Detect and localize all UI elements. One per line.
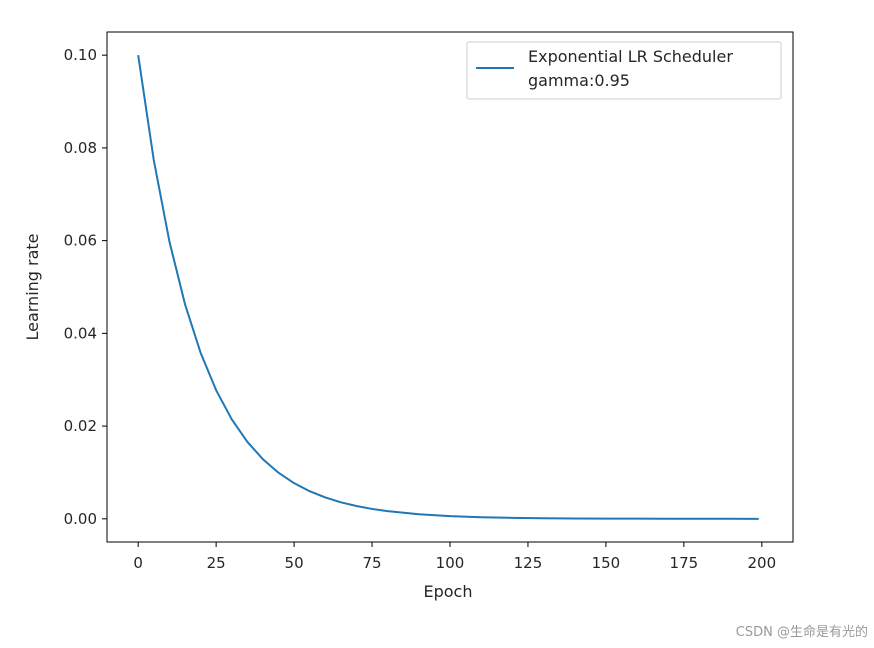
x-tick-label: 0	[133, 554, 143, 572]
y-tick-label: 0.04	[64, 324, 97, 342]
x-tick-label: 25	[207, 554, 226, 572]
y-tick-label: 0.00	[64, 510, 97, 528]
legend-entry-gamma: gamma:0.95	[528, 71, 630, 90]
plot-frame	[106, 31, 794, 543]
x-axis: 0 25 50 75 100 125 150 175 200	[133, 542, 776, 572]
series-line-exponential-lr	[137, 55, 759, 520]
y-tick-label: 0.06	[64, 232, 97, 250]
y-tick-label: 0.02	[64, 417, 97, 435]
y-axis-label: Learning rate	[23, 233, 42, 340]
watermark: CSDN @生命是有光的	[735, 625, 868, 640]
x-tick-label: 50	[285, 554, 304, 572]
x-tick-label: 150	[592, 554, 621, 572]
x-tick-label: 100	[436, 554, 465, 572]
y-tick-label: 0.08	[64, 139, 97, 157]
legend-entry-name: Exponential LR Scheduler	[528, 47, 733, 66]
y-tick-label: 0.10	[64, 46, 97, 64]
legend: Exponential LR Scheduler gamma:0.95	[466, 41, 782, 100]
plot-area	[106, 31, 794, 543]
x-axis-label: Epoch	[424, 582, 473, 601]
x-tick-label: 125	[514, 554, 543, 572]
x-tick-label: 200	[747, 554, 776, 572]
x-tick-label: 75	[362, 554, 381, 572]
y-axis: 0.00 0.02 0.04 0.06 0.08 0.10	[64, 46, 107, 528]
legend-box	[466, 41, 782, 100]
x-tick-label: 175	[670, 554, 699, 572]
